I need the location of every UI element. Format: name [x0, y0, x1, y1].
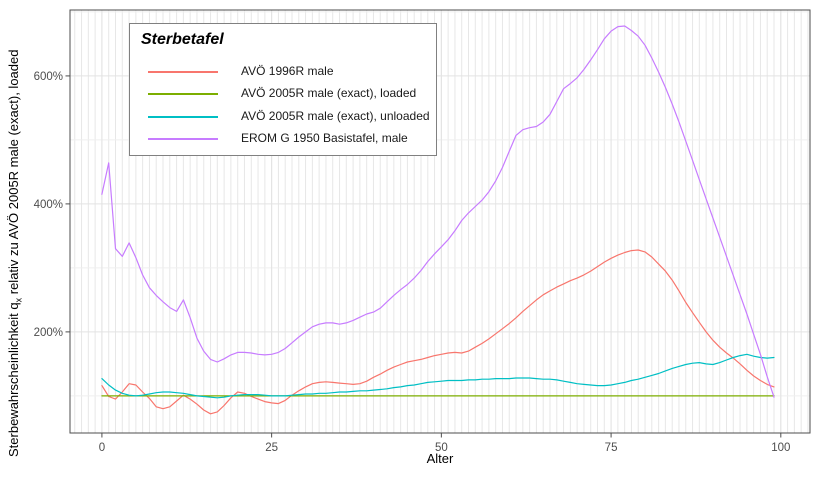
y-axis-title: Sterbewahrscheinlichkeit qx relativ zu A…	[6, 50, 24, 457]
legend-item-avo-2005r-loaded: AVÖ 2005R male (exact), loaded	[130, 83, 436, 105]
legend-line-swatch	[148, 116, 218, 118]
legend-item-erom-g-1950: EROM G 1950 Basistafel, male	[130, 128, 436, 150]
x-axis-tick-label: 25	[265, 442, 278, 454]
legend-item-avo-1996r-male: AVÖ 1996R male	[130, 61, 436, 83]
legend-line-swatch	[148, 71, 218, 73]
series-line-1	[101, 249, 775, 415]
panel-border	[69, 9, 811, 434]
y-axis-tick-label: 600%	[34, 71, 63, 83]
legend-item-avo-2005r-unloaded: AVÖ 2005R male (exact), unloaded	[130, 106, 436, 128]
legend-item-label: AVÖ 2005R male (exact), loaded	[241, 86, 417, 100]
x-axis-tick-label: 75	[605, 442, 618, 454]
legend-line-swatch	[148, 93, 218, 95]
x-axis-tick-label: 50	[435, 442, 448, 454]
y-axis-title-subscript: x	[13, 297, 24, 303]
x-axis-tick-label: 100	[771, 442, 790, 454]
legend-item-label: AVÖ 1996R male	[241, 64, 334, 78]
legend-line-swatch	[148, 138, 218, 140]
x-axis-title: Alter	[426, 451, 454, 466]
legend-item-label: EROM G 1950 Basistafel, male	[241, 131, 408, 145]
x-axis-tick-label: 0	[99, 442, 105, 454]
y-axis-tick-label: 400%	[34, 199, 63, 211]
series-line-3	[101, 353, 775, 399]
legend-title: Sterbetafel	[141, 31, 224, 48]
y-axis-tick-label: 200%	[34, 327, 63, 339]
legend-box: Sterbetafel AVÖ 1996R male AVÖ 2005R mal…	[129, 23, 437, 156]
y-axis-title-suffix: relativ zu AVÖ 2005R male (exact), loade…	[6, 49, 21, 298]
legend-item-label: AVÖ 2005R male (exact), unloaded	[241, 109, 430, 123]
series-line-4	[101, 25, 775, 398]
y-axis-title-prefix: Sterbewahrscheinlichkeit q	[6, 302, 21, 457]
